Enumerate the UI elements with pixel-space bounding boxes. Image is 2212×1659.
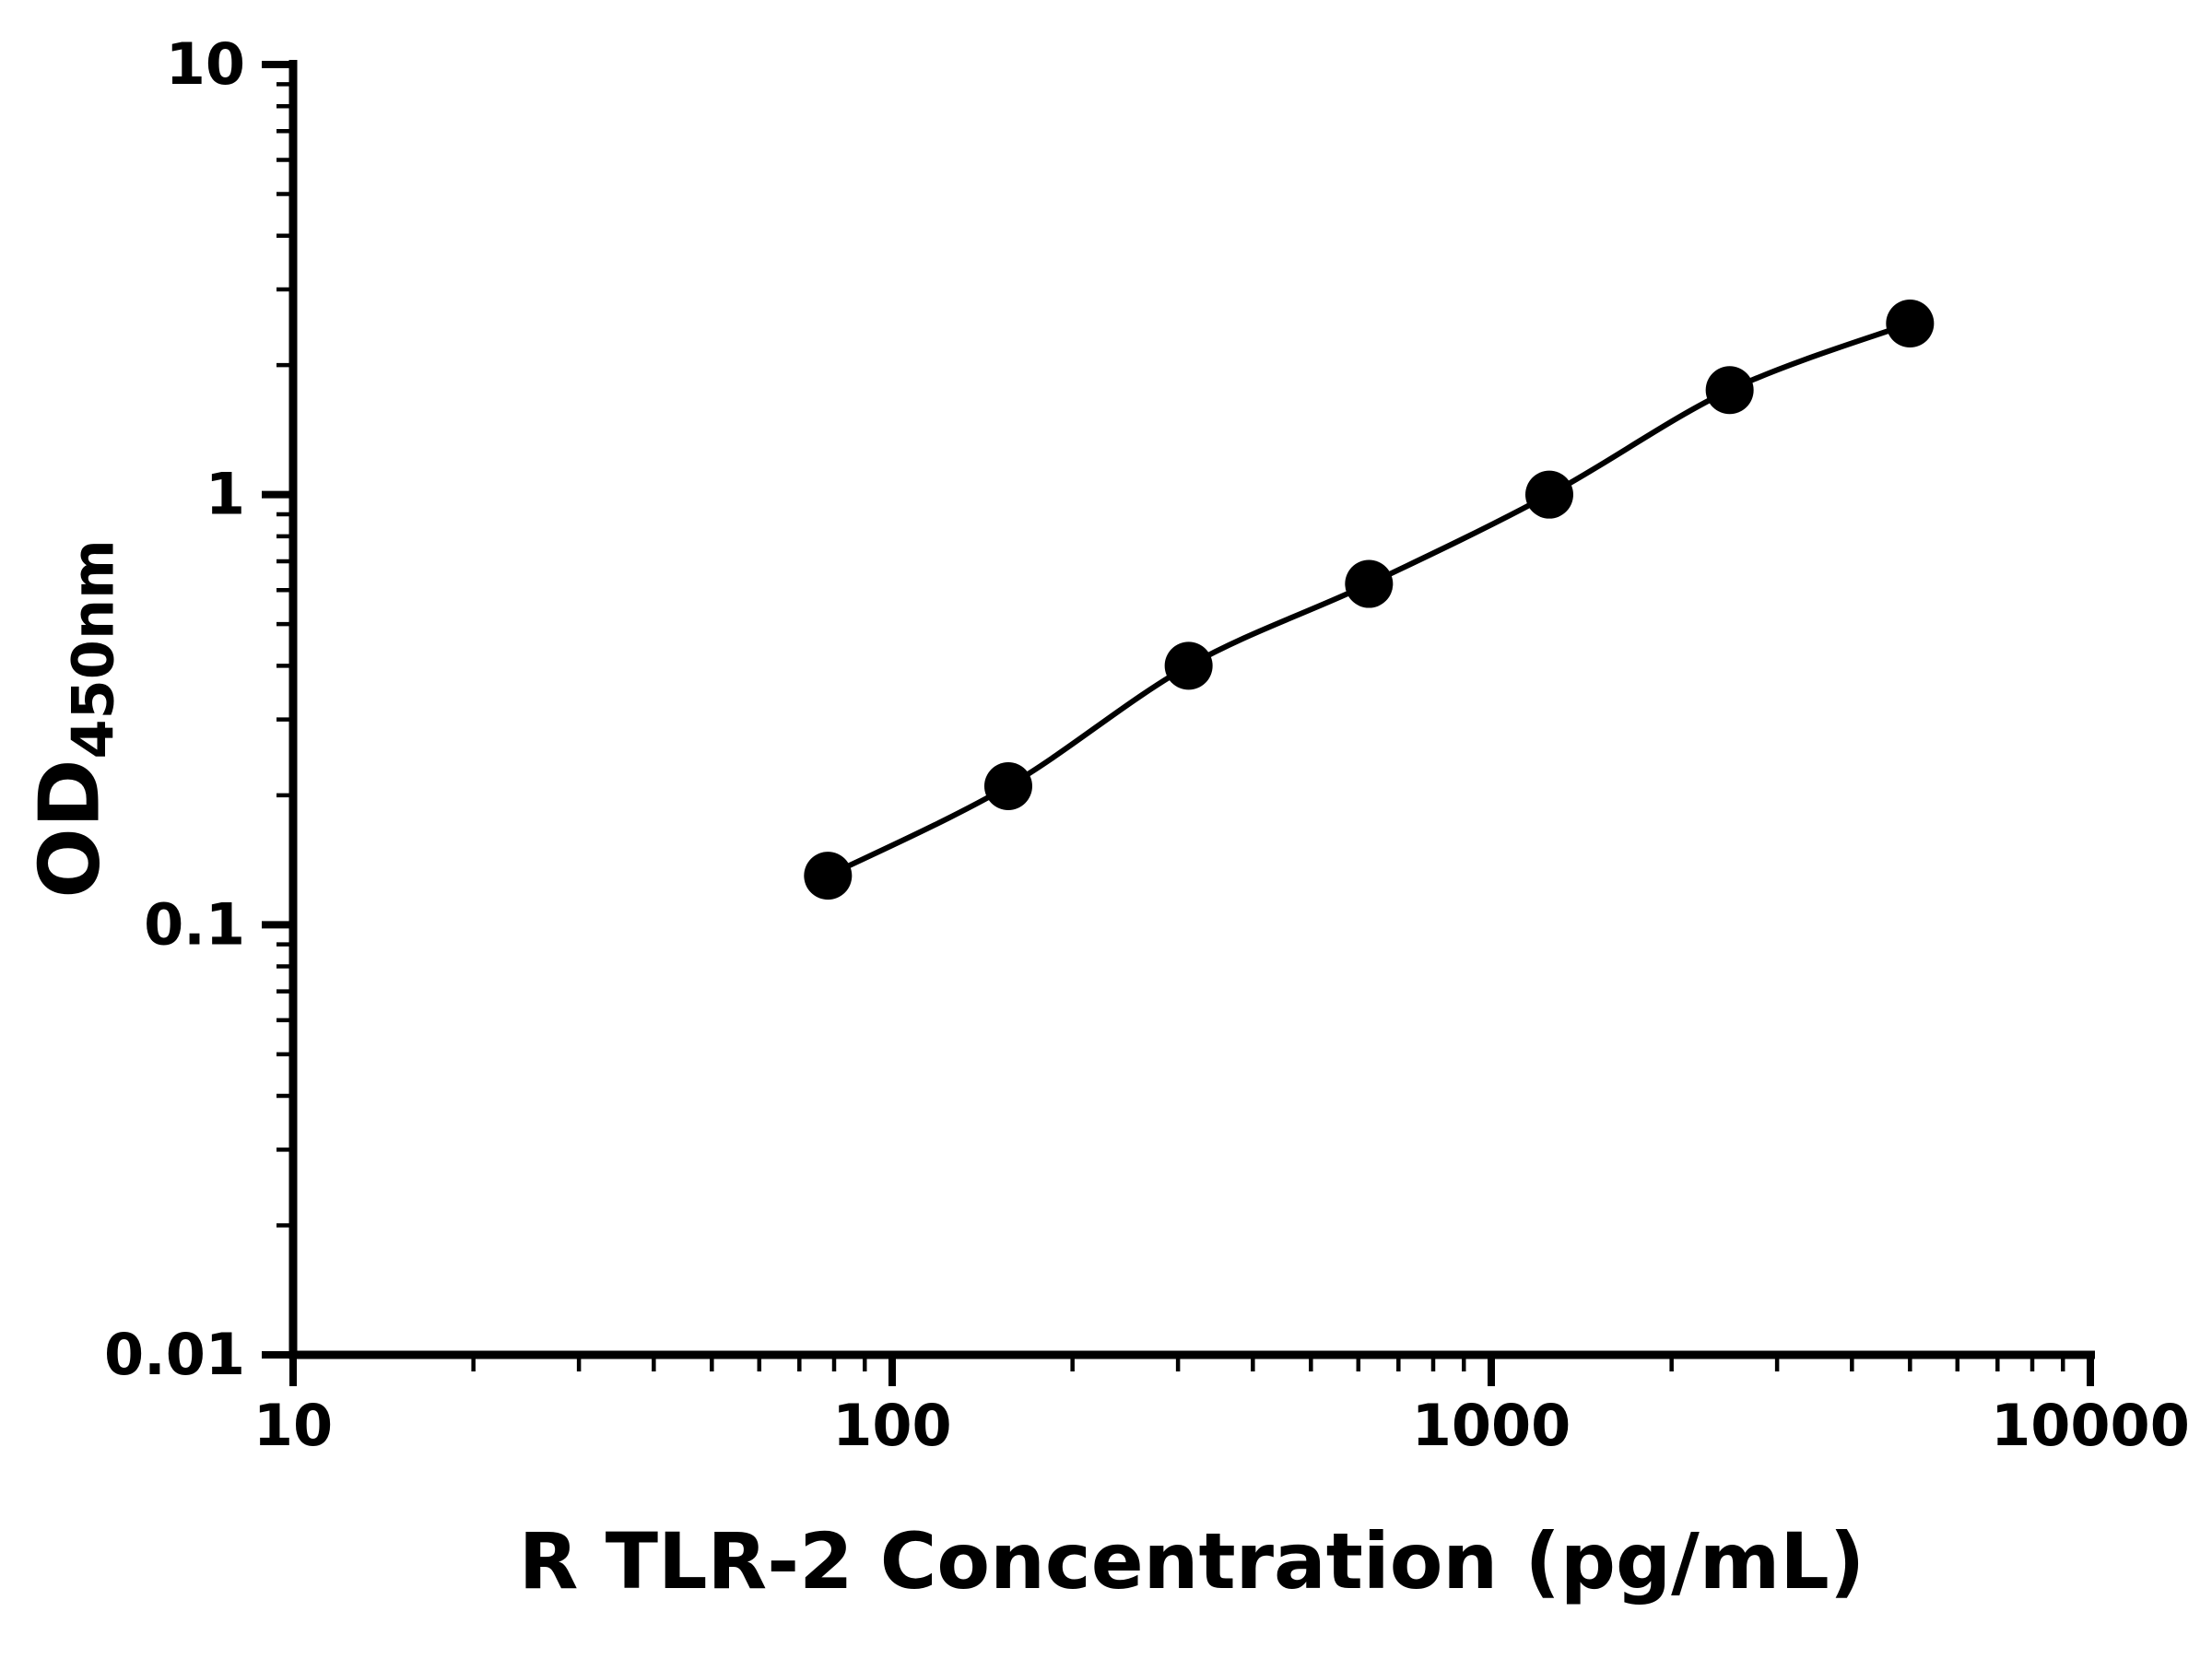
- x-axis-tick-label: 10: [253, 1392, 333, 1459]
- x-axis-tick-label: 100: [832, 1392, 951, 1459]
- data-point-marker: [804, 852, 853, 900]
- data-point-marker: [1886, 299, 1935, 347]
- data-point-marker: [983, 761, 1032, 810]
- y-axis-title-main: OD: [21, 759, 119, 899]
- data-point-marker: [1524, 470, 1573, 519]
- data-point-marker: [1705, 366, 1754, 415]
- y-axis-tick-label: 10: [166, 30, 245, 98]
- y-axis-tick-label: 0.1: [144, 890, 245, 958]
- y-axis-tick-label: 1: [206, 461, 245, 528]
- data-point-marker: [1164, 641, 1213, 690]
- y-axis-title-subscript: 450nm: [59, 539, 127, 759]
- y-axis-title: OD450nm: [22, 539, 127, 898]
- y-axis-tick-label: 0.01: [104, 1321, 245, 1388]
- x-axis-tick-label: 10000: [1991, 1392, 2190, 1459]
- x-axis-tick-label: 1000: [1412, 1392, 1571, 1459]
- x-axis-title: R TLR-2 Concentration (pg/mL): [518, 1516, 1865, 1606]
- data-point-marker: [1345, 559, 1394, 608]
